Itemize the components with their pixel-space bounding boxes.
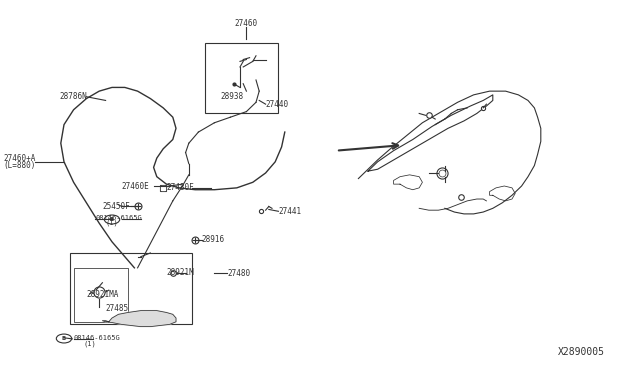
Text: 28916: 28916 bbox=[202, 235, 225, 244]
Text: (L=880): (L=880) bbox=[3, 161, 36, 170]
Text: 27480: 27480 bbox=[227, 269, 250, 278]
Text: 28921M: 28921M bbox=[166, 268, 194, 277]
Text: X2890005: X2890005 bbox=[558, 347, 605, 356]
Text: 28921MA: 28921MA bbox=[86, 290, 119, 299]
Text: 27480F: 27480F bbox=[166, 183, 194, 192]
Text: (1): (1) bbox=[106, 220, 118, 227]
Text: 28938: 28938 bbox=[221, 92, 244, 101]
Text: 27460E: 27460E bbox=[122, 182, 149, 190]
Text: 27441: 27441 bbox=[278, 207, 301, 216]
Bar bbox=[74, 268, 128, 322]
Circle shape bbox=[56, 334, 72, 343]
Text: (1): (1) bbox=[83, 340, 96, 347]
Text: 27440: 27440 bbox=[266, 100, 289, 109]
Bar bbox=[70, 253, 192, 324]
Bar bbox=[205, 43, 278, 113]
Circle shape bbox=[104, 215, 120, 224]
Text: B: B bbox=[62, 336, 66, 341]
Polygon shape bbox=[102, 311, 176, 327]
Text: 27460+A: 27460+A bbox=[3, 154, 36, 163]
Text: 08146-6165G: 08146-6165G bbox=[96, 215, 143, 221]
Text: 27460: 27460 bbox=[235, 19, 258, 28]
Text: 28786N: 28786N bbox=[60, 92, 87, 101]
Text: 25450F: 25450F bbox=[102, 202, 130, 211]
Text: 08146-6165G: 08146-6165G bbox=[74, 335, 120, 341]
Text: 27485: 27485 bbox=[106, 304, 129, 313]
Text: B: B bbox=[110, 217, 114, 222]
